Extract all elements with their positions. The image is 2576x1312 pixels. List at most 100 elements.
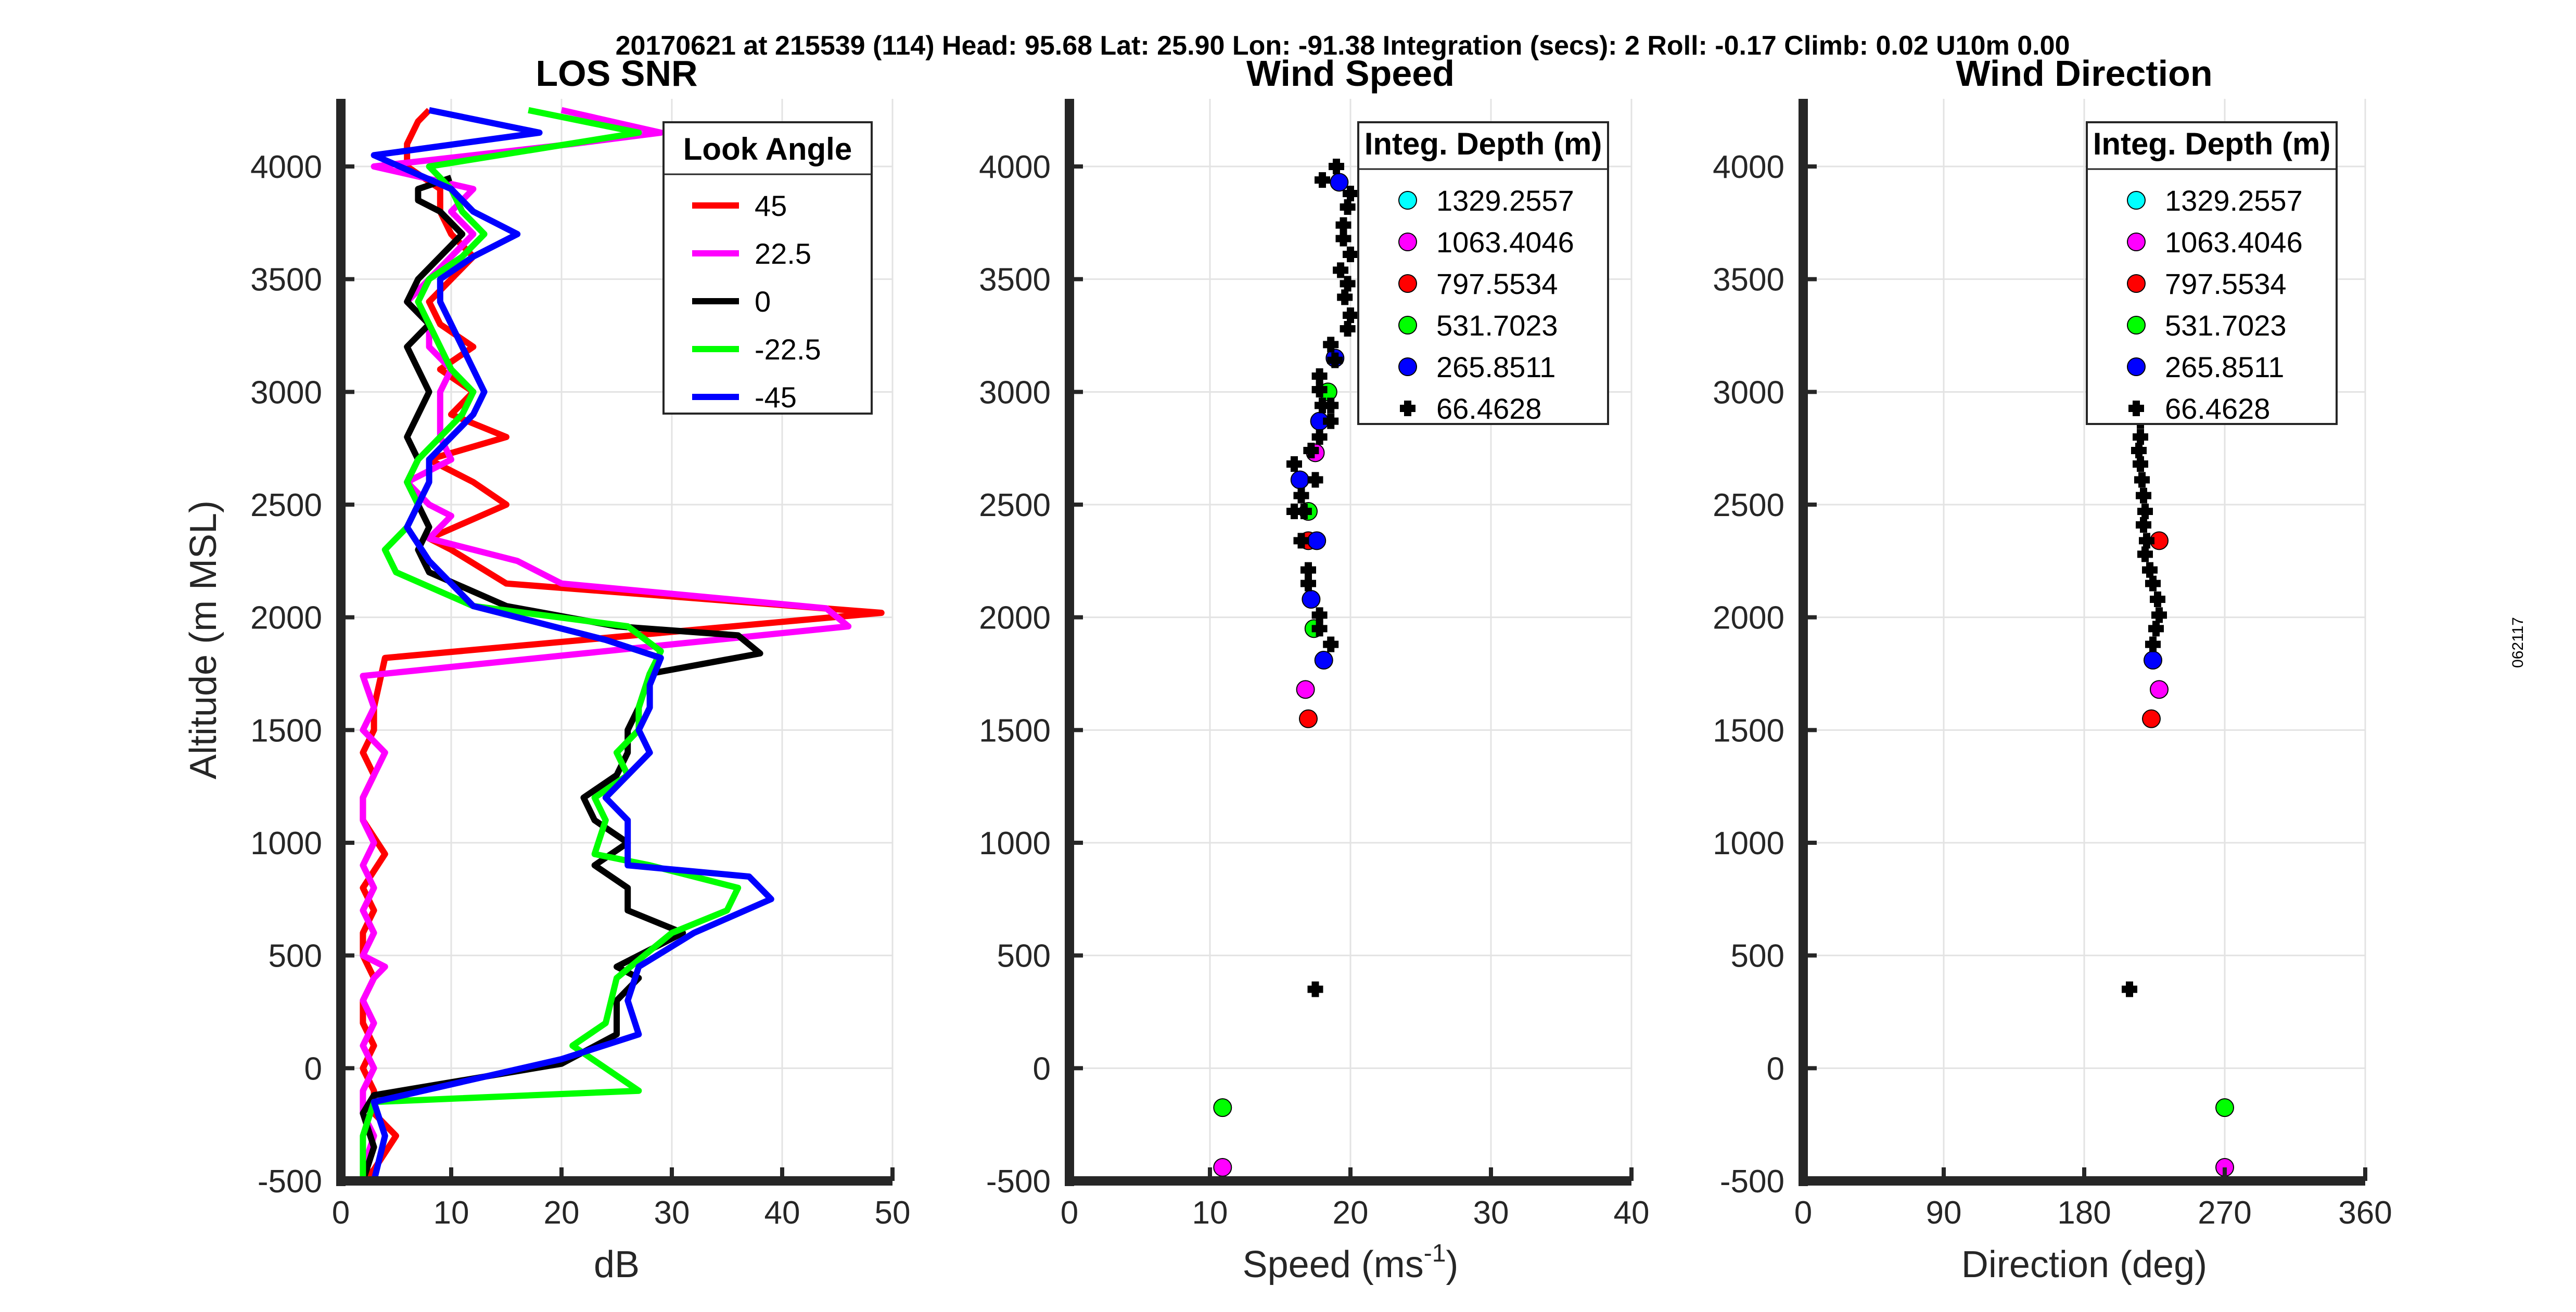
x-tick-label: 40 bbox=[764, 1195, 800, 1231]
point-66.4628 bbox=[1323, 337, 1339, 353]
chart-title: Wind Direction bbox=[1956, 53, 2212, 94]
point-66.4628 bbox=[1311, 607, 1328, 623]
y-tick-label: 2500 bbox=[979, 487, 1051, 523]
x-axis-label: dB bbox=[594, 1244, 640, 1285]
legend-label: -45 bbox=[755, 381, 797, 414]
x-axis-label-tail: ) bbox=[1446, 1244, 1458, 1285]
legend-swatch-66.4628 bbox=[2128, 401, 2144, 416]
point-66.4628 bbox=[1293, 487, 1309, 504]
x-tick-label: 0 bbox=[1061, 1195, 1078, 1231]
point-66.4628 bbox=[1311, 382, 1328, 397]
point-265.8511 bbox=[1302, 590, 1321, 609]
legend-label: 22.5 bbox=[755, 237, 811, 270]
y-tick-label: 3500 bbox=[1713, 262, 1784, 298]
legend-label: 797.5534 bbox=[1436, 267, 1558, 300]
point-66.4628 bbox=[1343, 307, 1358, 323]
point-265.8511 bbox=[1290, 470, 1309, 490]
y-tick-label: 1000 bbox=[250, 826, 322, 861]
point-66.4628 bbox=[1333, 262, 1349, 278]
point-66.4628 bbox=[1296, 504, 1312, 519]
point-66.4628 bbox=[1307, 981, 1323, 997]
y-tick-label: 2000 bbox=[979, 600, 1051, 636]
y-tick-label: 1000 bbox=[979, 826, 1051, 861]
point-66.4628 bbox=[1300, 562, 1316, 578]
legend-box bbox=[662, 121, 873, 415]
legend-box bbox=[2086, 121, 2338, 425]
point-797.5534 bbox=[2142, 709, 2161, 728]
legend-title: Integ. Depth (m) bbox=[1364, 126, 1602, 161]
y-tick-label: 1500 bbox=[979, 713, 1051, 749]
point-66.4628 bbox=[2133, 429, 2148, 445]
x-axis-label: Speed (ms-1) bbox=[1243, 1240, 1459, 1285]
legend-swatch-265.8511 bbox=[2127, 357, 2146, 376]
point-66.4628 bbox=[2145, 636, 2161, 652]
plot-data bbox=[360, 107, 885, 1181]
point-66.4628 bbox=[1340, 321, 1356, 337]
x-axis-label: Direction (deg) bbox=[1961, 1244, 2207, 1285]
point-66.4628 bbox=[2142, 562, 2158, 578]
y-tick-label: 1500 bbox=[1713, 713, 1784, 749]
point-66.4628 bbox=[2136, 517, 2151, 533]
figure-header: 20170621 at 215539 (114) Head: 95.68 Lat… bbox=[616, 31, 2070, 61]
series-line--45 bbox=[371, 107, 774, 1181]
point-66.4628 bbox=[1311, 621, 1328, 637]
point-265.8511 bbox=[1307, 531, 1327, 550]
point-66.4628 bbox=[1329, 159, 1344, 174]
y-tick-label: -500 bbox=[1720, 1164, 1784, 1200]
y-axis-label: Altitude (m MSL) bbox=[183, 500, 224, 779]
legend-label: 797.5534 bbox=[2165, 267, 2287, 300]
point-66.4628 bbox=[1311, 429, 1328, 445]
point-66.4628 bbox=[1340, 276, 1356, 292]
x-tick-label: 10 bbox=[1192, 1195, 1228, 1231]
legend-swatch-797.5534 bbox=[1398, 274, 1417, 293]
legend: Look Angle 45 22.5 0 -22.5 -45 bbox=[662, 121, 873, 415]
panel-dir: 0 90 180 270 360 -500 0 500 1000 1500 2000 2500 3000… bbox=[1713, 53, 2392, 1285]
y-tick-label: 3000 bbox=[250, 375, 322, 410]
point-66.4628 bbox=[1335, 230, 1351, 247]
legend-swatch-1329.2557 bbox=[1398, 191, 1417, 210]
point-66.4628 bbox=[1327, 352, 1343, 368]
x-tick-label: 90 bbox=[1926, 1195, 1962, 1231]
y-tick-label: -500 bbox=[258, 1164, 322, 1200]
point-66.4628 bbox=[1286, 456, 1302, 472]
legend-title: Look Angle bbox=[683, 132, 852, 166]
legend: Integ. Depth (m) 1329.2557 1063.4046 797.55… bbox=[1357, 121, 1609, 425]
point-66.4628 bbox=[2131, 443, 2147, 458]
point-66.4628 bbox=[1303, 443, 1319, 458]
legend-label: 531.7023 bbox=[2165, 309, 2287, 342]
legend-label: -22.5 bbox=[755, 333, 821, 366]
point-66.4628 bbox=[2145, 575, 2161, 591]
point-66.4628 bbox=[2133, 456, 2148, 472]
y-tick-label: 3500 bbox=[250, 262, 322, 298]
point-66.4628 bbox=[1307, 472, 1323, 488]
x-axis-label-main: Speed (ms bbox=[1243, 1244, 1424, 1285]
y-tick-label: 500 bbox=[269, 938, 322, 974]
point-66.4628 bbox=[2136, 487, 2151, 504]
point-265.8511 bbox=[2144, 651, 2162, 670]
x-tick-label: 360 bbox=[2338, 1195, 2392, 1231]
point-265.8511 bbox=[1330, 173, 1349, 192]
legend-label: 1329.2557 bbox=[2165, 184, 2303, 217]
x-tick-label: 270 bbox=[2198, 1195, 2251, 1231]
legend-swatch-1329.2557 bbox=[2127, 191, 2146, 210]
y-tick-label: 500 bbox=[1731, 938, 1784, 974]
x-tick-label: 10 bbox=[433, 1195, 469, 1231]
y-tick-label: 0 bbox=[304, 1051, 322, 1087]
point-66.4628 bbox=[2148, 621, 2164, 637]
x-tick-label: 180 bbox=[2057, 1195, 2111, 1231]
point-66.4628 bbox=[2122, 981, 2137, 997]
point-66.4628 bbox=[2137, 546, 2153, 562]
legend-label: 66.4628 bbox=[2165, 392, 2270, 425]
legend-swatch-1063.4046 bbox=[2127, 233, 2146, 251]
y-tick-label: 2000 bbox=[1713, 600, 1784, 636]
legend-label: 1063.4046 bbox=[2165, 226, 2303, 259]
legend-label: 265.8511 bbox=[1436, 351, 1555, 383]
x-axis-label-superscript: -1 bbox=[1424, 1240, 1446, 1267]
y-tick-label: 3000 bbox=[1713, 375, 1784, 410]
point-1063.4046 bbox=[1213, 1158, 1232, 1177]
legend-label: 1329.2557 bbox=[1436, 184, 1574, 217]
point-66.4628 bbox=[2151, 607, 2167, 623]
point-66.4628 bbox=[1335, 217, 1351, 233]
x-tick-label: 40 bbox=[1614, 1195, 1650, 1231]
